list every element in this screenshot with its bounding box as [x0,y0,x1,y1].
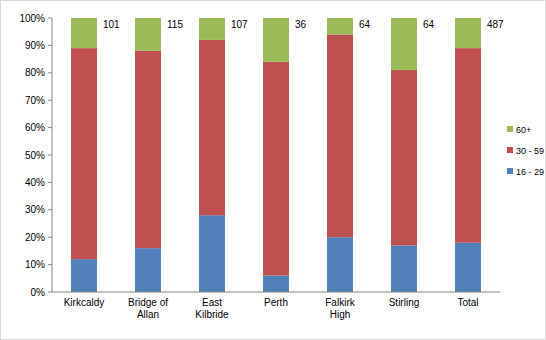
bar-segment [199,215,225,292]
count-label: 101 [103,19,120,30]
bar-segment [391,70,417,245]
bar-segment [71,259,97,292]
legend-swatch [507,168,513,174]
legend-swatch [507,126,513,132]
label-line: Total [457,297,478,308]
y-tick-label: 60% [25,122,45,133]
label-line: Perth [264,297,288,308]
bar-segment [135,51,161,248]
y-tick-label: 90% [25,40,45,51]
y-tick-label: 80% [25,67,45,78]
x-tick-label: EastKilbride [195,297,229,320]
label-line: Falkirk [325,297,355,308]
y-tick-label: 70% [25,95,45,106]
x-tick-label: FalkirkHigh [325,297,355,320]
count-label: 115 [167,19,183,30]
label-line: Stirling [389,297,420,308]
x-tick-label: Total [457,297,478,308]
bar-segment [199,40,225,215]
bar-segment [71,48,97,259]
y-tick-label: 100% [19,13,45,24]
chart: 0% 10% 20% 30% 40% 50% 60% 70% 80% 90% 100% Kirkcal… [0,0,546,340]
bar-segment [263,276,289,292]
count-label: 107 [231,19,248,30]
label-line: Allan [137,309,159,320]
label-line: East [202,297,222,308]
legend-label: 60+ [516,125,531,135]
y-tick [48,72,52,73]
count-label: 64 [423,19,435,30]
legend-swatch [507,147,513,153]
y-tick [48,209,52,210]
chart-frame [1,1,546,340]
y-tick [48,155,52,156]
legend-label: 16 - 29 [516,167,544,177]
label-line: Kilbride [195,309,229,320]
bars [71,18,481,292]
bar-segment [327,34,353,237]
bar-segment [327,237,353,292]
y-tick [48,100,52,101]
bar-segment [71,18,97,48]
bar-segment [455,243,481,292]
y-tick [48,18,52,19]
x-tick-label: Bridge ofAllan [128,297,168,320]
bar-segment [135,248,161,292]
y-tick [48,127,52,128]
count-label: 36 [295,19,307,30]
legend-label: 30 - 59 [516,146,544,156]
y-tick-label: 10% [25,259,45,270]
bar-segment [263,18,289,62]
x-axis [52,292,500,293]
y-tick-label: 40% [25,177,45,188]
y-tick-label: 30% [25,204,45,215]
label-line: Bridge of [128,297,168,308]
bar-segment [455,18,481,48]
count-label: 64 [359,19,371,30]
bar-segment [455,48,481,243]
y-tick-label: 50% [25,150,45,161]
label-line: High [330,309,351,320]
bar-segment [391,245,417,292]
x-tick-label: Stirling [389,297,420,308]
y-tick [48,182,52,183]
bar-segment [391,18,417,70]
y-tick-label: 20% [25,232,45,243]
x-tick-label: Perth [264,297,288,308]
count-label: 487 [487,19,504,30]
y-tick [48,45,52,46]
y-axis [52,18,53,292]
y-tick [48,237,52,238]
x-tick-label: Kirkcaldy [64,297,105,308]
y-tick [48,292,52,293]
label-line: Kirkcaldy [64,297,105,308]
y-tick [48,264,52,265]
bar-segment [327,18,353,34]
bar-segment [199,18,225,40]
bar-segment [263,62,289,276]
bar-segment [135,18,161,51]
y-tick-label: 0% [31,287,46,298]
